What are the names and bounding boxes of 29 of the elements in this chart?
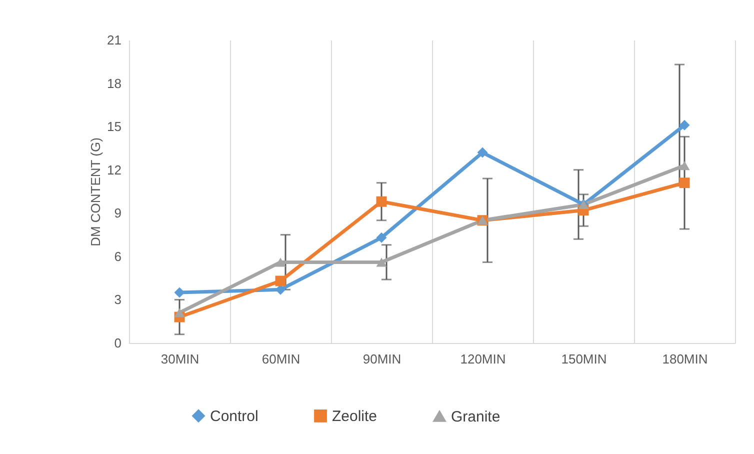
y-tick-label: 6 [114,248,122,264]
point [679,160,690,170]
point [275,258,286,267]
point [376,232,387,243]
y-tick-label: 21 [107,32,122,48]
x-tick-label: 120MIN [460,352,506,366]
y-tick-label: 12 [107,162,122,178]
legend-label: Control [210,408,258,425]
x-tick-label: 150MIN [561,352,607,366]
y-tick-label: 3 [114,292,122,308]
y-tick-label: 9 [114,206,122,221]
legend-label: Zeolite [332,408,378,425]
point [679,178,690,188]
point [376,196,387,207]
x-tick-label: 60MIN [262,352,300,366]
point [679,120,690,130]
y-tick-label: 0 [114,336,122,350]
y-tick-label: 15 [107,119,122,134]
point [477,147,488,158]
y-tick-label: 18 [107,76,122,91]
point [174,308,185,318]
legend-label: Granite [451,408,500,426]
x-tick-label: 180MIN [662,352,708,366]
x-tick-label: 90MIN [362,352,402,366]
point [376,258,387,267]
point [174,287,185,298]
y-axis-title: DM CONTENT (G) [88,138,104,246]
point [275,276,286,286]
x-tick-label: 30MIN [160,352,200,366]
